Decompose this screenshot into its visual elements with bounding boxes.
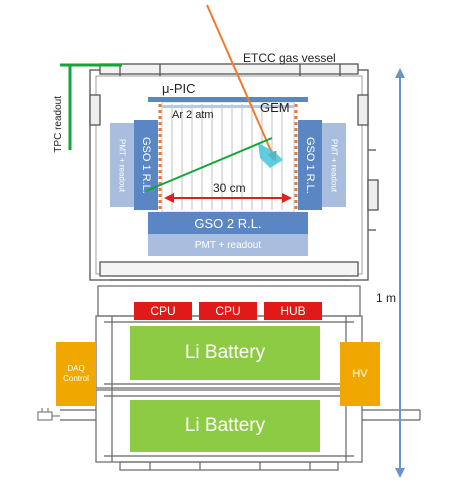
pmt-right-block xyxy=(322,123,346,207)
tpc-readout-label: TPC readout xyxy=(53,96,64,153)
gem-plate xyxy=(162,105,294,108)
incoming-gamma-track xyxy=(206,4,277,162)
ar-label: Ar 2 atm xyxy=(172,109,214,121)
battery-top: Li Battery xyxy=(130,326,320,380)
pmt-left-block xyxy=(110,123,134,207)
pmt-left-label: PMT + readout xyxy=(117,138,127,192)
scattered-gamma-track xyxy=(145,137,273,192)
gas-vessel xyxy=(89,63,379,281)
gso1-left-label: GSO 1 R.L. xyxy=(140,136,152,194)
gem-label: GEM xyxy=(260,100,290,115)
daq-control-box: DAQ Control xyxy=(56,342,96,406)
gso2-label: GSO 2 R.L. xyxy=(194,215,262,231)
gso1-right-bar xyxy=(298,120,322,210)
battery-bottom: Li Battery xyxy=(130,400,320,452)
pmt-bottom-label: PMT + readout xyxy=(194,239,262,251)
etcc-vessel-label: ETCC gas vessel xyxy=(243,51,336,65)
gso1-right-label: GSO 1 R.L. xyxy=(304,136,316,194)
mu-pic-plate xyxy=(148,97,308,102)
hv-box: HV xyxy=(340,342,380,406)
cpu-box-2: CPU xyxy=(199,302,257,320)
gso2-bar xyxy=(148,212,308,234)
tpc-readout-bracket xyxy=(60,63,122,150)
cpu-box-1: CPU xyxy=(134,302,192,320)
height-label: 1 m xyxy=(376,291,397,305)
mu-pic-label: μ-PIC xyxy=(162,81,196,96)
pmt-right-label: PMT + readout xyxy=(329,138,339,192)
gso1-left-bar xyxy=(134,120,158,210)
pmt-bottom-block xyxy=(148,234,308,256)
width-label: 30 cm xyxy=(213,181,246,195)
connector-icon xyxy=(37,408,60,421)
hub-box: HUB xyxy=(264,302,322,320)
recoil-electron-cloud xyxy=(258,143,283,168)
